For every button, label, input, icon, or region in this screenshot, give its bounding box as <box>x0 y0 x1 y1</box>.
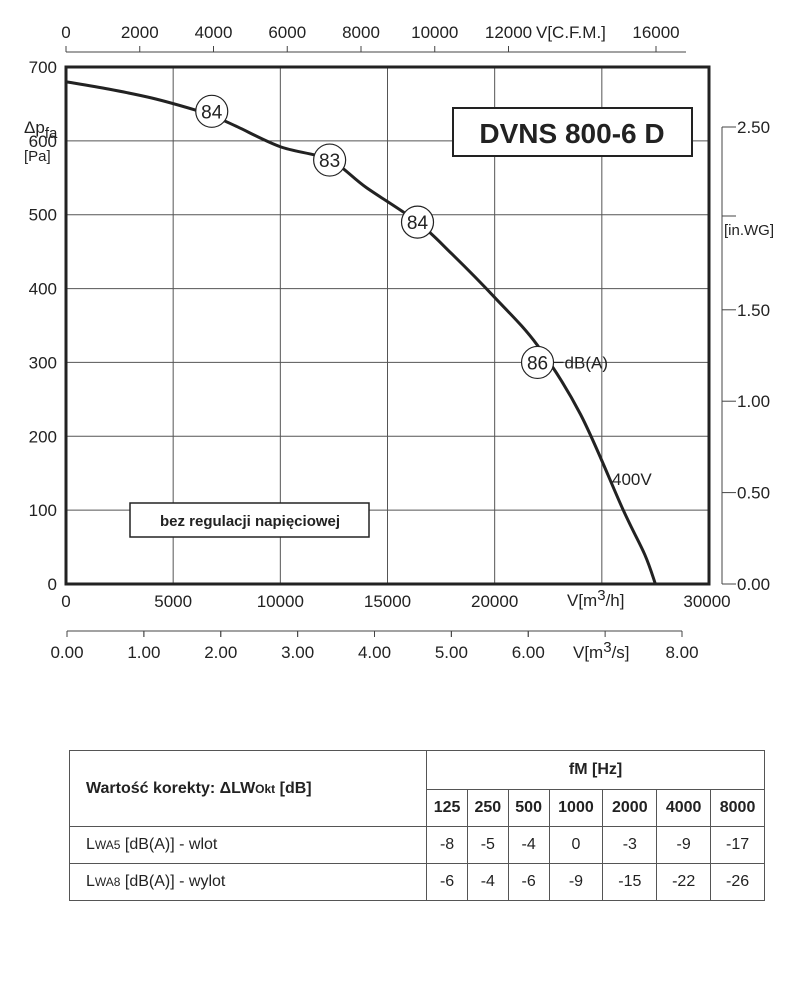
value-cell: -22 <box>656 863 712 901</box>
right-tick-label: 0.00 <box>737 575 770 594</box>
right-tick-label: 0.50 <box>737 484 770 503</box>
x2-tick-label: 0.00 <box>50 643 83 662</box>
freq-cell: 500 <box>507 789 550 827</box>
db-marker-circle <box>195 94 229 128</box>
y-axis-unit: [Pa] <box>24 148 51 165</box>
value-cell: -26 <box>710 863 765 901</box>
value-cell: -15 <box>602 863 658 901</box>
x2-tick-label: 1.00 <box>127 643 160 662</box>
value-cell: -5 <box>466 826 509 864</box>
x-tick-label: 30000 <box>683 592 730 611</box>
value-cell: -9 <box>548 863 604 901</box>
x2-axis-label: V[m3/s] <box>573 639 630 662</box>
row-label: LWA8 [dB(A)] - wylot <box>68 863 428 901</box>
row-label: LWA5 [dB(A)] - wlot <box>68 826 428 864</box>
top-tick-label: 0 <box>61 23 70 42</box>
freq-cell: 4000 <box>656 789 712 827</box>
top-cfm-axis: 0 2000 4000 6000 8000 10000 12000 16000 V[C.F.M… <box>61 23 686 53</box>
x-tick-label: 15000 <box>364 592 411 611</box>
top-tick-label: 10000 <box>411 23 458 42</box>
y-tick-label: 400 <box>29 280 57 299</box>
right-axis-label: [in.WG] <box>724 222 774 239</box>
y-tick-label: 100 <box>29 501 57 520</box>
freq-cell: 1000 <box>548 789 604 827</box>
db-marker-circle <box>400 205 435 239</box>
freq-cell: 125 <box>426 789 468 827</box>
x-axis-label: V[m3/h] <box>567 587 624 610</box>
x2-tick-label: 6.00 <box>512 643 545 662</box>
note-box: bez regulacji napięciowej <box>129 502 370 538</box>
y-tick-label: 700 <box>29 58 57 77</box>
value-cell: -6 <box>507 863 550 901</box>
value-cell: -9 <box>656 826 712 864</box>
freq-cell: 250 <box>466 789 509 827</box>
value-cell: -4 <box>466 863 509 901</box>
db-marker-label: 83 <box>319 151 340 172</box>
db-marker: 86 dB(A) <box>520 345 608 380</box>
freq-cell: 2000 <box>602 789 658 827</box>
db-marker: 84 <box>400 205 435 239</box>
x2-tick-label: 3.00 <box>281 643 314 662</box>
y-tick-label: 300 <box>29 353 57 372</box>
value-cell: -17 <box>710 826 765 864</box>
x-tick-label: 20000 <box>471 592 518 611</box>
right-inwg-axis: 2.50 1.50 1.00 0.50 0.00 [in.WG] <box>721 118 774 594</box>
x2-tick-label: 2.00 <box>204 643 237 662</box>
y-tick-label: 0 <box>48 575 57 594</box>
x-tick-label: 0 <box>61 592 70 611</box>
db-marker: 83 <box>313 143 347 177</box>
table-row-wlot: LWA5 [dB(A)] - wlot -8 -5 -4 0 -3 -9 -17 <box>68 826 765 864</box>
top-tick-label: 8000 <box>342 23 380 42</box>
x-tick-label: 5000 <box>154 592 192 611</box>
value-cell: -4 <box>507 826 550 864</box>
x2-tick-label: 8.00 <box>665 643 698 662</box>
value-cell: -8 <box>426 826 468 864</box>
title-box: DVNS 800-6 D <box>452 107 693 157</box>
top-tick-label: 6000 <box>268 23 306 42</box>
db-marker-label: 84 <box>407 213 429 234</box>
value-cell: 0 <box>548 826 604 864</box>
y-axis-ticks: 0 100 200 300 400 500 600 700 <box>29 58 57 594</box>
x2-tick-label: 5.00 <box>435 643 468 662</box>
table-row-wylot: LWA8 [dB(A)] - wylot -6 -4 -6 -9 -15 -22 -26 <box>68 863 765 901</box>
x-axis-ticks: 0 5000 10000 15000 20000 30000 <box>61 592 730 611</box>
db-marker-circle <box>313 143 347 177</box>
x-tick-label: 10000 <box>257 592 304 611</box>
top-tick-label: 2000 <box>121 23 159 42</box>
y-tick-label: 600 <box>29 132 57 151</box>
y-tick-label: 200 <box>29 427 57 446</box>
db-unit-label: dB(A) <box>565 353 608 372</box>
plot-frame <box>64 65 711 586</box>
db-marker-label: 86 <box>527 353 548 374</box>
value-cell: -6 <box>426 863 468 901</box>
x2-tick-label: 4.00 <box>358 643 391 662</box>
freq-cell: 8000 <box>710 789 765 827</box>
right-tick-label: 2.50 <box>737 118 770 137</box>
top-tick-label: 16000 <box>632 23 679 42</box>
table-header-label: Wartość korekty: ΔLWOkt [dB] <box>68 750 428 827</box>
value-cell: -3 <box>602 826 658 864</box>
y-tick-label: 500 <box>29 206 57 225</box>
freq-header: fM [Hz] <box>426 750 765 790</box>
note-text: bez regulacji napięciowej <box>160 513 340 530</box>
db-marker: 84 <box>195 94 229 128</box>
bottom-m3s-axis: 0.00 1.00 2.00 3.00 4.00 5.00 6.00 8.00 V[m3/s] <box>50 630 699 662</box>
series-line-400v <box>65 80 657 585</box>
top-tick-label: 12000 <box>485 23 532 42</box>
fan-curve-chart: 0 2000 4000 6000 8000 10000 12000 16000 V[C.F.M… <box>24 23 774 662</box>
top-axis-label: V[C.F.M.] <box>536 23 606 42</box>
chart-title: DVNS 800-6 D <box>479 118 664 149</box>
y-axis-label: Δpfa <box>24 118 58 142</box>
top-tick-label: 4000 <box>195 23 233 42</box>
correction-table: Wartość korekty: ΔLWOkt [dB] fM [Hz] 125… <box>68 750 765 901</box>
right-tick-label: 1.50 <box>737 301 770 320</box>
series-label-400v: 400V <box>612 470 652 489</box>
right-tick-label: 1.00 <box>737 392 770 411</box>
db-marker-label: 84 <box>201 102 223 123</box>
